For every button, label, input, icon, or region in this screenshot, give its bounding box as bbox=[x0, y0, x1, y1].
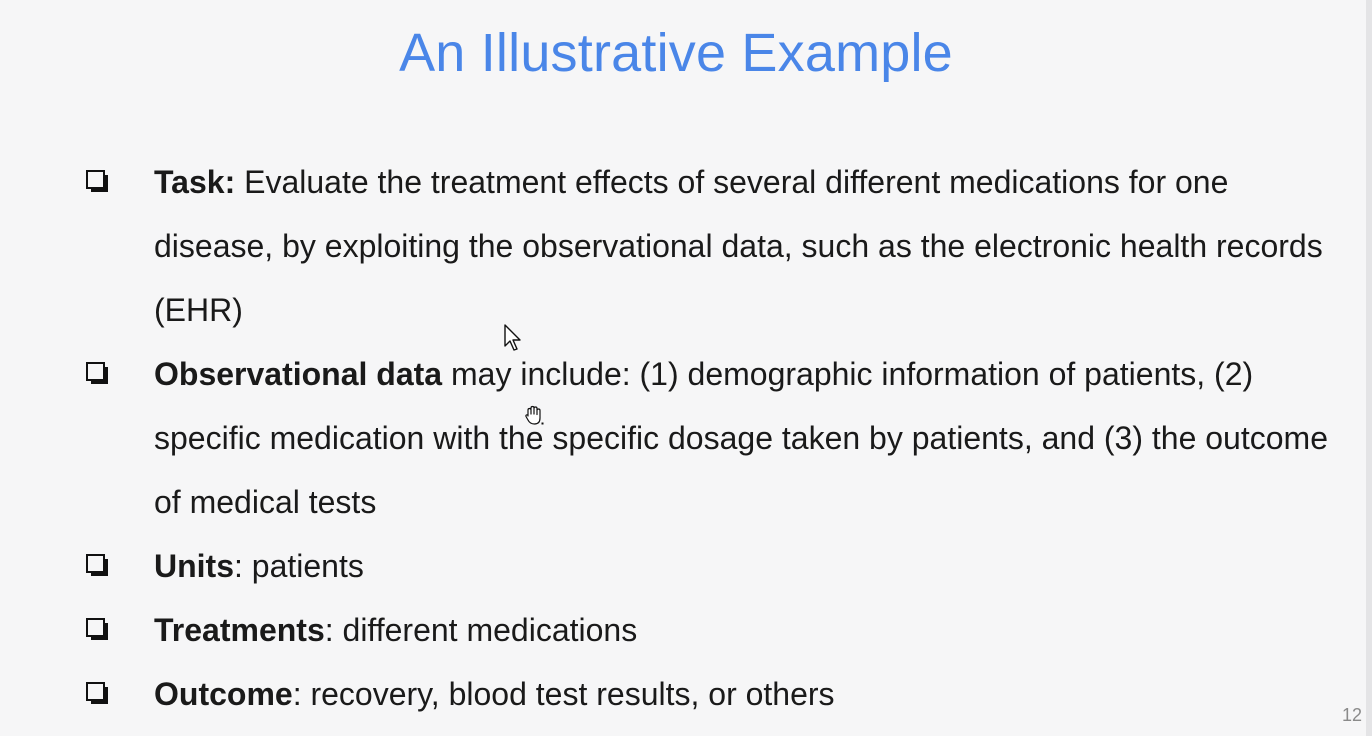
bullet-task-text: Evaluate the treatment effects of severa… bbox=[154, 164, 1323, 328]
bullet-units-text: : patients bbox=[234, 548, 364, 584]
bullet-treatments-label: Treatments bbox=[154, 612, 325, 648]
bullet-units-label: Units bbox=[154, 548, 234, 584]
bullet-observational-data-label: Observational data bbox=[154, 356, 443, 392]
bullet-task-label: Task: bbox=[154, 164, 236, 200]
page-number: 12 bbox=[1341, 705, 1362, 725]
checkbox-bullet-icon bbox=[86, 554, 108, 576]
bullet-units: Units: patients bbox=[0, 534, 1340, 598]
checkbox-bullet-icon bbox=[86, 362, 108, 384]
slide-title: An Illustrative Example bbox=[399, 23, 953, 83]
slide-edge bbox=[1366, 0, 1372, 736]
bullet-treatments-text: : different medications bbox=[324, 612, 638, 648]
hand-grab-cursor-icon bbox=[525, 405, 544, 425]
bullet-observational-data-text: may include: (1) demographic information… bbox=[154, 356, 1328, 520]
bullet-list: Task: Evaluate the treatment effects of … bbox=[0, 150, 1340, 726]
bullet-observational-data: Observational data may include: (1) demo… bbox=[0, 342, 1340, 534]
bullet-outcome: Outcome: recovery, blood test results, o… bbox=[0, 662, 1340, 726]
bullet-task: Task: Evaluate the treatment effects of … bbox=[0, 150, 1340, 342]
mouse-pointer-icon bbox=[504, 324, 521, 351]
bullet-outcome-text: : recovery, blood test results, or other… bbox=[292, 676, 835, 712]
checkbox-bullet-icon bbox=[86, 170, 108, 192]
bullet-treatments: Treatments: different medications bbox=[0, 598, 1340, 662]
checkbox-bullet-icon bbox=[86, 618, 108, 640]
bullet-outcome-label: Outcome bbox=[154, 676, 293, 712]
checkbox-bullet-icon bbox=[86, 682, 108, 704]
